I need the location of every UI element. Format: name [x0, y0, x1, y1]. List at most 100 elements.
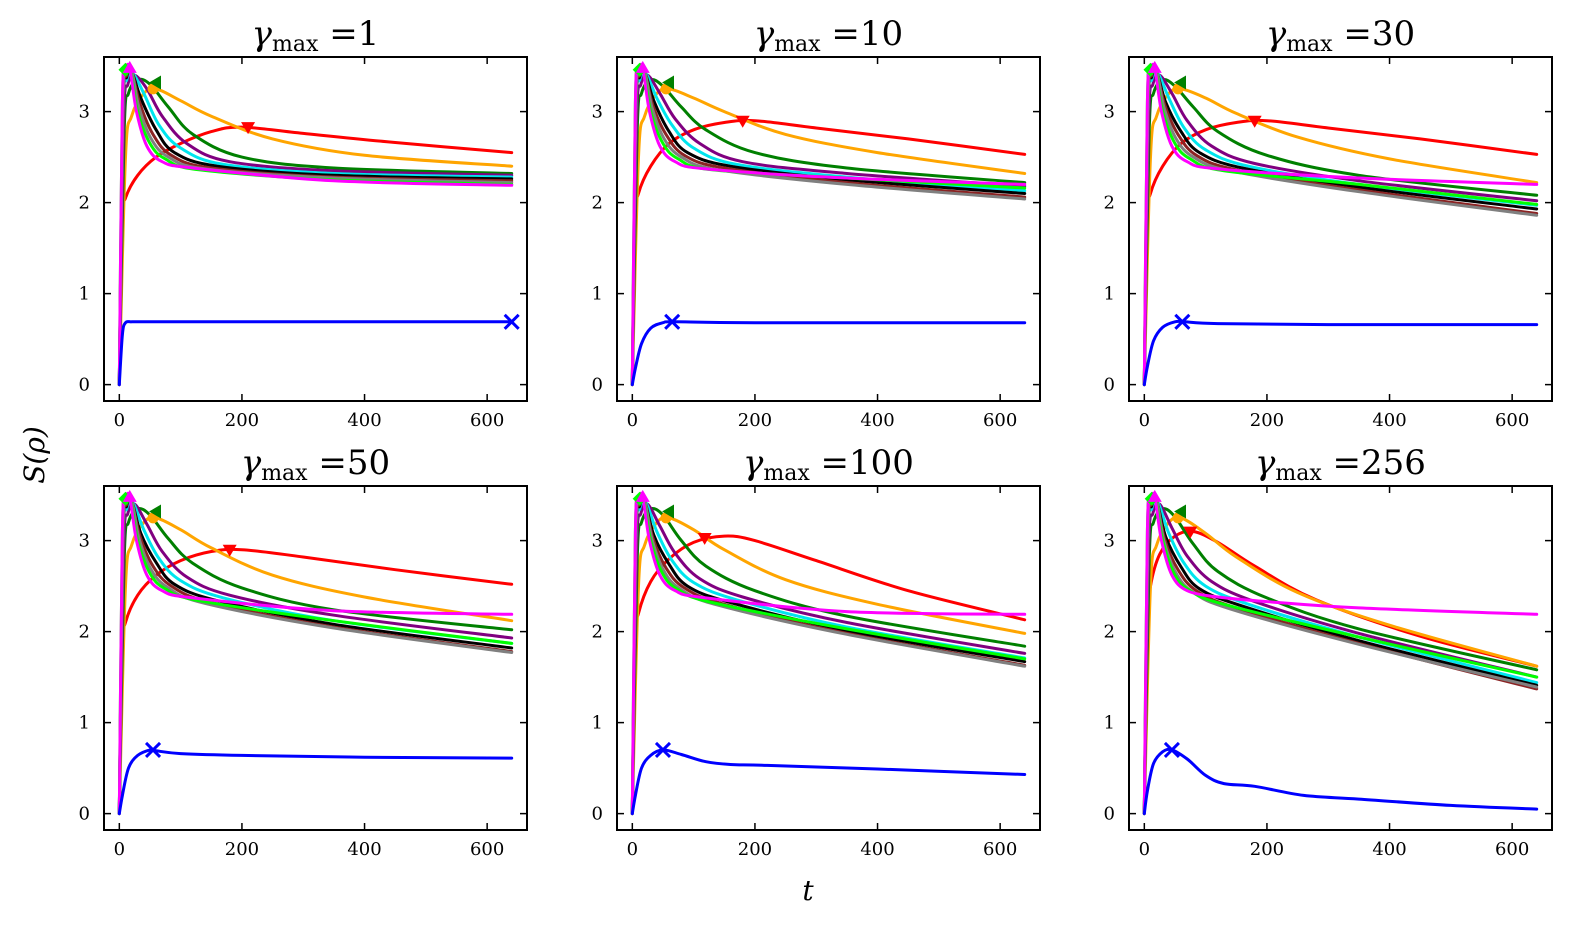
panel-title-value: =10: [821, 14, 904, 54]
x-tick-label: 400: [1372, 839, 1406, 860]
series-group: [117, 60, 520, 387]
series-line-purple: [1142, 73, 1539, 387]
series-marker-red: [241, 122, 256, 135]
series-marker-blue: [1163, 741, 1180, 758]
series-line-lime: [117, 64, 514, 387]
series-line-orange: [117, 515, 514, 816]
panel-title: γmax =30: [1266, 14, 1415, 57]
series-line-magenta: [1142, 62, 1539, 387]
series-marker-magenta: [1147, 489, 1162, 502]
series-marker-magenta: [122, 489, 137, 502]
series-line-lime: [630, 64, 1027, 387]
series-line-magenta: [117, 62, 514, 387]
x-tick-label: 0: [114, 839, 125, 860]
series-line-orange: [1142, 515, 1539, 816]
series-line-green: [630, 78, 1027, 387]
panel-title-value: =100: [810, 443, 914, 483]
y-tick-label: 3: [592, 531, 603, 552]
x-tick-label: 0: [1139, 410, 1150, 431]
chart-panel: γmax =1 0 200 400 600 0 1 2 3: [79, 14, 528, 431]
series-marker-magenta: [1147, 60, 1162, 73]
x-tick-label: 600: [983, 839, 1017, 860]
series-line-blue: [1142, 319, 1539, 387]
panel-title-symbol: γ: [743, 443, 764, 483]
y-tick-label: 2: [1104, 622, 1115, 643]
y-tick-label: 2: [79, 622, 90, 643]
series-group: [117, 489, 514, 816]
panel-title-symbol: γ: [252, 14, 273, 54]
series-group: [630, 489, 1027, 816]
series-line-brown: [117, 66, 514, 387]
plot-frame: [103, 485, 528, 831]
x-tick-label: 200: [225, 410, 259, 431]
plot-frame: [616, 485, 1041, 831]
x-tick-label: 600: [470, 839, 504, 860]
series-marker-red: [735, 115, 750, 128]
series-line-gray: [1142, 494, 1539, 816]
series-line-green: [117, 77, 514, 387]
series-line-lime: [117, 493, 514, 816]
x-tick-label: 400: [347, 839, 381, 860]
series-marker-green: [662, 504, 675, 519]
series-marker-blue: [654, 741, 672, 758]
panel-title-value: =50: [308, 443, 391, 483]
series-marker-blue: [144, 741, 162, 758]
series-line-magenta: [630, 491, 1027, 816]
y-tick-label: 1: [79, 713, 90, 734]
panel-title-value: =1: [318, 14, 379, 54]
series-marker-magenta: [635, 60, 650, 73]
x-tick-label: 200: [1250, 410, 1284, 431]
series-line-gray: [117, 495, 514, 816]
panel-title: γmax =256: [1255, 443, 1426, 486]
series-line-lime: [1142, 64, 1539, 387]
panel-title-value: =256: [1322, 443, 1426, 483]
series-line-blue: [117, 748, 514, 816]
chart-panel: γmax =30 0 200 400 600 0 1 2 3: [1104, 14, 1553, 431]
x-tick-label: 600: [1495, 410, 1529, 431]
y-tick-label: 0: [1104, 804, 1115, 825]
panel-title-symbol: γ: [754, 14, 775, 54]
x-tick-label: 600: [470, 410, 504, 431]
y-tick-label: 0: [592, 375, 603, 396]
series-line-orange: [630, 87, 1027, 387]
series-group: [630, 60, 1027, 387]
y-tick-label: 2: [592, 622, 603, 643]
panel-title: γmax =1: [252, 14, 380, 57]
y-tick-label: 2: [1104, 193, 1115, 214]
panel-title-symbol: γ: [241, 443, 262, 483]
series-line-green: [117, 506, 514, 816]
x-tick-label: 200: [738, 410, 772, 431]
series-marker-magenta: [122, 60, 137, 73]
x-tick-label: 600: [983, 410, 1017, 431]
chart-panel: γmax =100 0 200 400 600 0 1 2 3: [592, 443, 1041, 860]
y-tick-label: 3: [592, 102, 603, 123]
series-line-black: [117, 497, 514, 816]
y-tick-label: 0: [1104, 375, 1115, 396]
series-line-green: [1142, 78, 1539, 387]
series-marker-green: [149, 75, 162, 90]
series-marker-blue: [1174, 313, 1191, 330]
series-marker-magenta: [635, 489, 650, 502]
y-axis-label: S(ρ): [18, 426, 51, 484]
y-tick-label: 3: [1104, 102, 1115, 123]
series-group: [1142, 489, 1539, 816]
y-tick-label: 3: [1104, 531, 1115, 552]
series-line-gray: [1142, 66, 1539, 387]
plot-frame: [1128, 56, 1553, 402]
series-marker-red: [1183, 526, 1198, 539]
series-marker-blue: [664, 313, 681, 330]
y-tick-label: 1: [79, 284, 90, 305]
series-marker-green: [149, 504, 162, 519]
series-line-gray: [117, 66, 514, 387]
x-tick-label: 400: [1372, 410, 1406, 431]
x-tick-label: 600: [1495, 839, 1529, 860]
panel-title-subscript: max: [1286, 32, 1333, 57]
x-tick-label: 400: [347, 410, 381, 431]
series-line-black: [117, 68, 514, 387]
series-line-orange: [1142, 87, 1539, 387]
panel-title-value: =30: [1333, 14, 1416, 54]
series-line-orange: [117, 86, 514, 387]
series-line-lime: [1142, 493, 1539, 816]
y-tick-label: 3: [79, 531, 90, 552]
series-marker-blue: [503, 313, 520, 330]
